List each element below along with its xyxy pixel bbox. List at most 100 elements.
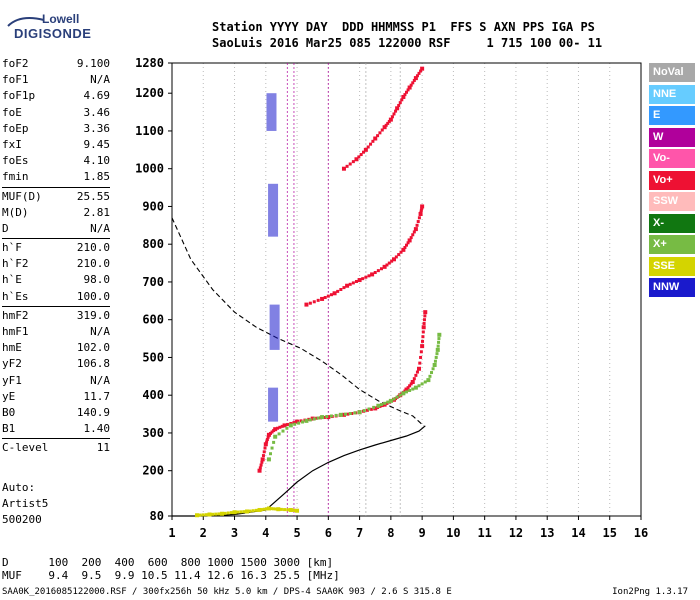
echo-point: [394, 397, 398, 401]
echo-point: [369, 407, 373, 411]
echo-point: [332, 291, 337, 296]
param-value: 4.69: [83, 89, 111, 103]
echo-point: [411, 387, 415, 391]
header-line-1: Station YYYY DAY DDD HHMMSS P1 FFS S AXN…: [212, 20, 595, 34]
echo-point: [248, 509, 252, 513]
echo-point: [420, 382, 424, 386]
echo-point: [265, 438, 269, 442]
param-name: yE: [2, 389, 16, 403]
echo-point: [390, 115, 394, 119]
echo-point: [406, 88, 410, 92]
echo-point: [388, 398, 393, 403]
param-name: fxI: [2, 137, 22, 151]
echo-point: [220, 511, 225, 516]
echo-point: [407, 238, 412, 243]
echo-point: [274, 507, 278, 511]
echo-point: [353, 411, 357, 415]
echo-point: [299, 419, 303, 423]
echo-point: [417, 384, 421, 388]
echo-point: [273, 427, 278, 432]
echo-point: [367, 274, 371, 278]
echo-point: [292, 508, 296, 512]
echo-point: [373, 136, 378, 141]
param-name: h`Es: [2, 289, 29, 303]
legend-item-e: E: [649, 106, 695, 125]
legend-item-nne: NNE: [649, 84, 695, 104]
echo-point: [295, 508, 300, 513]
echo-point: [420, 66, 425, 71]
echo-point: [365, 408, 369, 412]
echo-point: [419, 355, 423, 359]
echo-point: [345, 164, 349, 168]
echo-point: [307, 417, 311, 421]
echo-point: [297, 421, 301, 425]
echo-point: [370, 272, 375, 277]
echo-point: [266, 457, 271, 462]
echo-point: [362, 150, 366, 154]
echo-point: [437, 332, 442, 337]
echo-point: [345, 283, 350, 288]
echo-point: [257, 507, 262, 512]
echo-point: [419, 208, 423, 212]
echo-point: [405, 90, 408, 94]
echo-point: [394, 255, 398, 259]
echo-point: [421, 335, 425, 339]
echo-point: [364, 275, 368, 279]
echo-point: [428, 374, 432, 378]
y-tick-label: 800: [142, 237, 164, 251]
echo-point: [398, 101, 402, 105]
echo-point: [276, 426, 280, 430]
param-name: D: [2, 221, 9, 235]
param-value: 210.0: [76, 257, 110, 271]
echo-point: [369, 142, 373, 146]
param-row: foEs 4.10: [2, 153, 110, 169]
x-tick-label: 3: [231, 526, 238, 540]
echo-point: [348, 282, 352, 286]
echo-point: [266, 435, 270, 439]
echo-point: [412, 78, 416, 82]
legend-item-vo-: Vo+: [649, 170, 695, 190]
echo-point: [226, 511, 230, 515]
footer-software: Ion2Png 1.3.17: [612, 587, 688, 597]
param-name: hmF1: [2, 325, 29, 338]
echo-point: [376, 269, 380, 273]
echo-point: [414, 373, 418, 377]
echo-point: [348, 412, 352, 416]
echo-point: [376, 134, 380, 138]
param-name: h`E: [2, 273, 22, 287]
echo-point: [304, 418, 309, 423]
auto-program: Artist5: [2, 497, 49, 510]
echo-point: [421, 325, 426, 330]
plot-frame: [171, 62, 642, 517]
param-name: foF1: [2, 73, 29, 87]
param-value: 1.40: [83, 422, 111, 436]
echo-point: [357, 278, 362, 283]
param-value: 11.7: [83, 389, 111, 403]
y-tick-label: 1000: [135, 162, 164, 176]
echo-point: [316, 298, 320, 302]
echo-point: [406, 241, 410, 245]
param-value: N/A: [90, 73, 110, 87]
muf-table-distance-row: D 100 200 400 600 800 1000 1500 3000 [km…: [2, 556, 334, 569]
echo-point: [392, 397, 396, 401]
echo-point: [359, 153, 363, 157]
param-name: foF1p: [2, 89, 36, 103]
echo-point: [392, 112, 396, 116]
echo-point: [391, 257, 396, 262]
echo-point: [341, 166, 346, 171]
echo-point: [308, 418, 312, 422]
echo-point: [329, 293, 333, 297]
echo-point: [413, 227, 418, 232]
y-tick-label: 700: [142, 275, 164, 289]
x-tick-label: 16: [634, 526, 648, 540]
param-row: hmF2 319.0: [2, 308, 110, 324]
echo-point: [426, 378, 431, 383]
echo-point: [266, 506, 271, 511]
echo-point: [285, 426, 289, 430]
param-value: N/A: [90, 221, 110, 235]
echo-point: [276, 507, 281, 512]
auto-version: 500200: [2, 513, 42, 526]
echo-point: [366, 145, 370, 149]
echo-point: [395, 395, 399, 399]
muf-table: D 100 200 400 600 800 1000 1500 3000 [km…: [2, 556, 340, 582]
